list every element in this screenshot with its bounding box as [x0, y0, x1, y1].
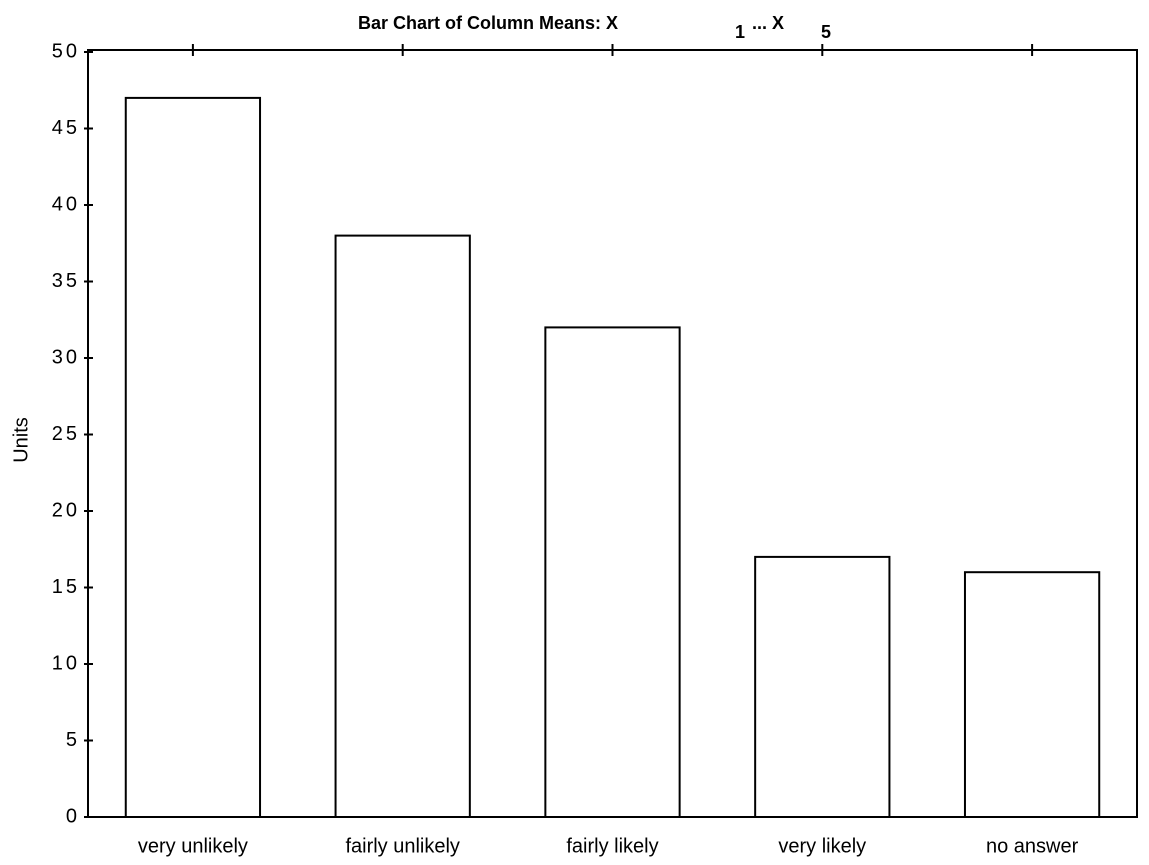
chart-title-subscript: 5: [821, 22, 831, 42]
bar: [544, 326, 681, 818]
y-tick-label: 35: [52, 270, 80, 292]
y-tick-label: 25: [52, 423, 80, 445]
chart-title-subscript: 1: [735, 22, 745, 42]
x-tick-label: very likely: [778, 835, 866, 857]
bar: [124, 96, 262, 818]
bar: [334, 234, 471, 819]
chart-title: Bar Chart of Column Means: X: [358, 13, 618, 33]
x-tick-label: very unlikely: [138, 835, 248, 857]
bar: [963, 571, 1101, 819]
y-tick-label: 5: [66, 729, 80, 751]
y-tick-label: 40: [52, 193, 80, 215]
x-tick-label: no answer: [986, 835, 1079, 857]
y-tick-label: 10: [52, 652, 80, 674]
y-tick-label: 0: [66, 805, 80, 827]
x-tick-label: fairly likely: [566, 835, 658, 857]
y-tick-label: 15: [52, 576, 80, 598]
x-tick-label: fairly unlikely: [345, 835, 459, 857]
chart-title: ... X: [752, 13, 784, 33]
y-tick-label: 45: [52, 117, 80, 139]
y-tick-label: 20: [52, 499, 80, 521]
y-axis-label: Units: [10, 417, 32, 463]
y-tick-label: 50: [52, 40, 80, 62]
y-tick-label: 30: [52, 346, 80, 368]
bar: [754, 555, 891, 819]
